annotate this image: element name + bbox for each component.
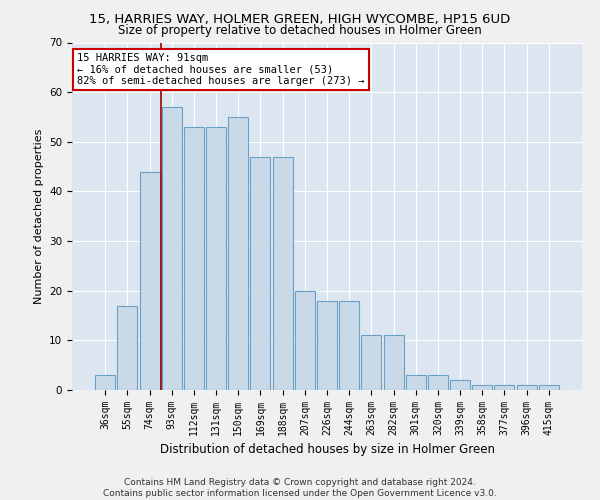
Bar — [383, 336, 404, 390]
Bar — [162, 107, 182, 390]
Bar — [118, 306, 137, 390]
Bar — [272, 156, 293, 390]
Bar — [184, 127, 204, 390]
Bar — [206, 127, 226, 390]
Bar — [517, 385, 536, 390]
Bar — [228, 117, 248, 390]
Bar — [250, 156, 271, 390]
Text: 15, HARRIES WAY, HOLMER GREEN, HIGH WYCOMBE, HP15 6UD: 15, HARRIES WAY, HOLMER GREEN, HIGH WYCO… — [89, 12, 511, 26]
Text: Contains HM Land Registry data © Crown copyright and database right 2024.
Contai: Contains HM Land Registry data © Crown c… — [103, 478, 497, 498]
Bar — [428, 375, 448, 390]
Text: Size of property relative to detached houses in Holmer Green: Size of property relative to detached ho… — [118, 24, 482, 37]
Bar — [339, 300, 359, 390]
Bar — [140, 172, 160, 390]
Bar — [95, 375, 115, 390]
Bar — [539, 385, 559, 390]
Bar — [317, 300, 337, 390]
Y-axis label: Number of detached properties: Number of detached properties — [34, 128, 44, 304]
Bar — [472, 385, 492, 390]
Bar — [361, 336, 382, 390]
X-axis label: Distribution of detached houses by size in Holmer Green: Distribution of detached houses by size … — [160, 444, 494, 456]
Bar — [450, 380, 470, 390]
Bar — [406, 375, 426, 390]
Bar — [494, 385, 514, 390]
Text: 15 HARRIES WAY: 91sqm
← 16% of detached houses are smaller (53)
82% of semi-deta: 15 HARRIES WAY: 91sqm ← 16% of detached … — [77, 53, 365, 86]
Bar — [295, 290, 315, 390]
